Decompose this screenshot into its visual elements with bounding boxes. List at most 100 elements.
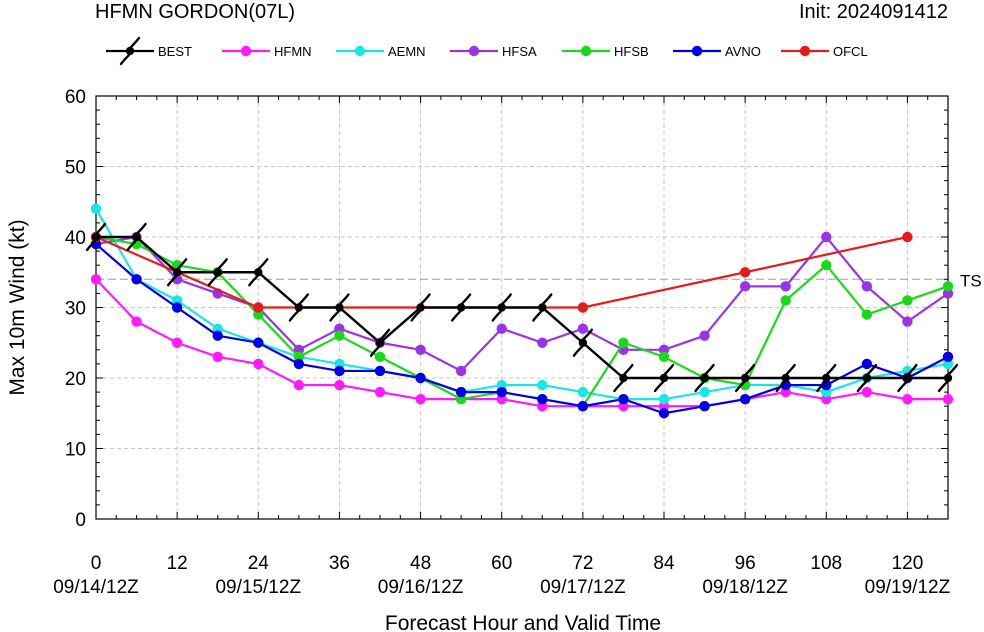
avno-point — [334, 365, 345, 377]
x-axis-title: Forecast Hour and Valid Time — [385, 612, 661, 632]
hfsb-point — [821, 260, 832, 271]
aemn-legend-marker — [354, 45, 366, 57]
best-point — [775, 363, 796, 393]
hfmn-point — [212, 351, 223, 363]
avno-point — [415, 372, 426, 384]
hfsb-legend-label: HFSB — [614, 44, 649, 59]
hfsa-legend-marker — [468, 45, 480, 57]
best-point — [897, 363, 918, 393]
avno-point — [496, 386, 507, 398]
hfmn-point — [293, 379, 305, 391]
hfmn-point — [942, 393, 954, 405]
avno-point — [658, 408, 670, 419]
avno-point — [455, 386, 467, 398]
avno-point — [171, 302, 183, 313]
avno-point — [577, 401, 589, 412]
x-tick-label: 108 — [810, 553, 842, 574]
best-point — [613, 363, 634, 393]
y-axis-title: Max 10m Wind (kt) — [6, 219, 29, 395]
aemn-point — [90, 203, 102, 214]
best-point — [734, 363, 756, 393]
best-series-line — [96, 235, 948, 380]
ofcl-point — [577, 302, 589, 313]
hfmn-point — [902, 393, 913, 405]
best-point — [329, 293, 350, 322]
x-tick-label: 72 — [572, 553, 593, 574]
hfsb-point — [618, 337, 629, 348]
hfsb-point — [780, 295, 791, 306]
x-tick-label: 84 — [653, 553, 675, 574]
avno-point — [861, 358, 873, 370]
hfsa-point — [496, 323, 507, 334]
y-tick-label: 20 — [65, 369, 86, 390]
date-tick-label: 09/14/12Z — [53, 577, 139, 598]
best-legend-label: BEST — [158, 44, 192, 59]
date-tick-label: 09/15/12Z — [215, 577, 301, 598]
ofcl-legend-marker — [799, 45, 811, 57]
avno-point — [739, 393, 751, 405]
avno-point — [374, 365, 386, 377]
hfmn-point — [90, 274, 102, 285]
x-tick-label: 12 — [167, 553, 188, 574]
hfsb-point — [861, 309, 873, 320]
avno-point — [212, 330, 223, 341]
hfsa-legend-label: HFSA — [502, 44, 537, 59]
avno-series-line — [95, 243, 949, 415]
y-tick-label: 50 — [65, 158, 86, 179]
best-point — [491, 293, 512, 322]
aemn-series-line — [95, 208, 949, 401]
hfmn-point — [415, 393, 426, 405]
best-point — [532, 293, 553, 322]
hfmn-point — [374, 386, 386, 398]
best-point — [572, 328, 594, 357]
chart-title: HFMN GORDON(07L) — [95, 1, 296, 23]
best-point — [288, 293, 310, 322]
best-point — [166, 258, 188, 287]
hfsa-point — [577, 323, 589, 334]
best-point — [937, 363, 959, 393]
hfsa-point — [861, 281, 873, 292]
hfsa-point — [739, 281, 751, 292]
y-tick-label: 60 — [65, 87, 86, 108]
x-tick-label: 36 — [329, 553, 350, 574]
x-tick-label: 0 — [91, 553, 102, 574]
ofcl-point — [902, 231, 913, 243]
y-tick-label: 0 — [75, 510, 86, 531]
hfmn-series-line — [95, 278, 948, 408]
hfsb-point — [374, 351, 386, 363]
avno-point — [537, 393, 548, 405]
avno-point — [253, 337, 264, 348]
best-point — [856, 363, 878, 393]
best-point — [450, 293, 472, 322]
hfsb-legend-marker — [580, 45, 592, 57]
hfsa-point — [537, 337, 548, 348]
best-legend-marker — [119, 36, 141, 66]
aemn-point — [577, 386, 589, 398]
avno-legend-marker — [691, 45, 703, 57]
hfsa-point — [699, 330, 710, 341]
best-point — [816, 363, 837, 393]
hfsa-point — [902, 316, 913, 327]
best-point — [248, 258, 269, 287]
hfsb-point — [658, 351, 670, 363]
hfmn-legend-marker — [240, 45, 252, 57]
avno-point — [942, 351, 954, 363]
hfsa-point — [821, 231, 832, 243]
hfmn-point — [334, 379, 345, 391]
hfsa-series-line — [95, 235, 949, 373]
aemn-point — [537, 379, 548, 391]
hfsb-point — [334, 330, 345, 341]
date-tick-label: 09/19/12Z — [865, 577, 951, 598]
aemn-legend-label: AEMN — [388, 44, 426, 59]
hfmn-point — [131, 316, 142, 327]
best-point — [85, 222, 107, 252]
x-tick-label: 120 — [892, 553, 924, 574]
hfsa-point — [415, 344, 426, 355]
best-point — [369, 328, 391, 357]
avno-point — [699, 401, 710, 412]
ofcl-legend-label: OFCL — [833, 44, 868, 59]
x-tick-label: 24 — [248, 553, 270, 574]
y-tick-label: 30 — [65, 299, 86, 320]
avno-point — [131, 274, 142, 285]
